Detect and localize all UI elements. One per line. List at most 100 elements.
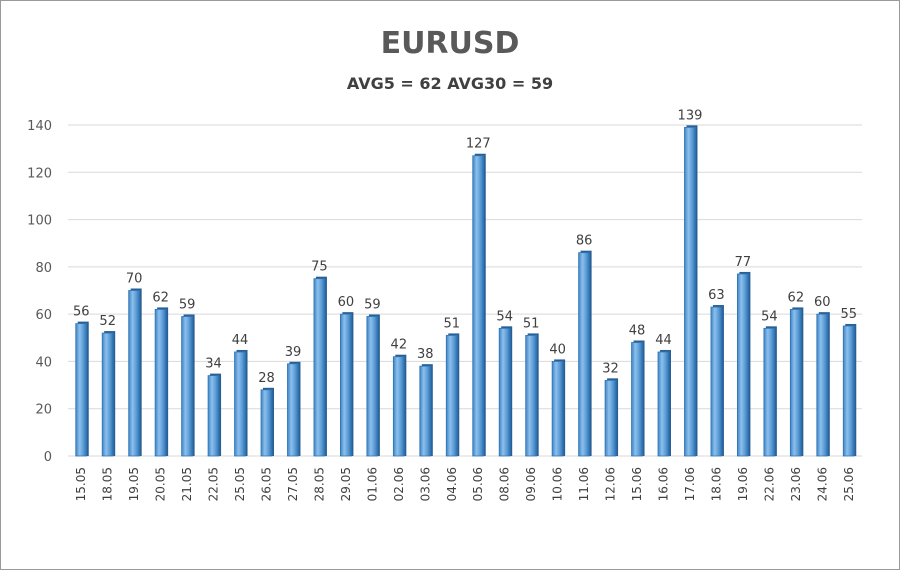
bar: [498, 327, 511, 457]
x-tick-label: 10.06: [551, 467, 565, 501]
x-tick-label: 24.06: [815, 467, 829, 501]
data-label: 127: [466, 137, 491, 152]
x-tick-label: 27.05: [286, 467, 300, 501]
x-axis-labels: 15.05 18.05 19.05 20.05 21.05 22.05 25.05 26.05…: [74, 467, 856, 501]
x-tick-label: 08.06: [498, 467, 512, 501]
bar: [472, 155, 485, 457]
bar: [710, 306, 723, 457]
y-tick-label: 0: [44, 450, 52, 465]
chart-title: EURUSD: [380, 26, 520, 61]
y-axis-ticks: 0 20 40 60 80 100 120 140: [27, 119, 52, 465]
y-tick-label: 140: [27, 119, 52, 134]
x-tick-label: 29.05: [339, 467, 353, 501]
bar: [578, 252, 590, 457]
data-label: 52: [99, 314, 116, 329]
x-tick-label: 28.05: [312, 467, 326, 501]
data-label: 60: [338, 295, 355, 310]
bar: [551, 361, 564, 457]
y-tick-label: 120: [27, 166, 52, 181]
x-tick-label: 04.06: [445, 467, 459, 501]
data-label: 56: [73, 305, 90, 320]
bar: [604, 379, 617, 457]
data-label: 54: [761, 309, 778, 324]
y-tick-label: 80: [35, 261, 52, 276]
x-tick-label: 15.05: [74, 467, 88, 501]
x-tick-label: 25.05: [233, 467, 247, 501]
bar: [128, 290, 141, 457]
x-tick-label: 12.06: [604, 467, 618, 501]
y-tick-label: 40: [35, 355, 52, 370]
x-tick-label: 19.06: [736, 467, 750, 501]
data-label: 32: [602, 361, 619, 376]
gridlines: [68, 124, 862, 457]
bars: [75, 125, 857, 457]
x-tick-label: 09.06: [524, 467, 538, 501]
bar: [392, 356, 405, 457]
data-label: 39: [285, 345, 302, 360]
y-tick-label: 20: [35, 403, 52, 418]
x-tick-label: 17.06: [683, 467, 697, 501]
data-label: 60: [814, 295, 831, 310]
x-tick-label: 02.06: [392, 467, 406, 501]
x-tick-label: 18.05: [101, 467, 115, 501]
x-tick-label: 23.06: [789, 467, 803, 501]
data-label: 44: [232, 333, 249, 348]
x-tick-label: 21.05: [180, 467, 194, 501]
bar: [366, 316, 379, 457]
data-label: 51: [443, 316, 460, 331]
bar: [154, 309, 167, 457]
data-label: 44: [655, 333, 672, 348]
x-tick-label: 19.05: [127, 467, 141, 501]
bar: [313, 278, 326, 457]
bar: [260, 389, 273, 457]
bar: [737, 273, 749, 457]
data-label: 51: [523, 316, 540, 331]
data-label: 139: [678, 108, 703, 123]
bar: [101, 332, 114, 457]
x-tick-label: 11.06: [577, 467, 591, 501]
chart-subtitle: AVG5 = 62 AVG30 = 59: [346, 74, 554, 93]
x-tick-label: 01.06: [365, 467, 379, 501]
y-tick-label: 60: [35, 308, 52, 323]
bar: [684, 126, 696, 457]
bar: [816, 313, 829, 457]
x-tick-label: 22.06: [762, 467, 776, 501]
y-tick-label: 100: [27, 214, 52, 229]
bar: [657, 351, 670, 457]
data-label: 86: [576, 234, 593, 249]
data-label: 48: [629, 324, 646, 339]
data-label: 54: [496, 309, 513, 324]
x-tick-label: 20.05: [154, 467, 168, 501]
bar: [75, 323, 88, 457]
x-tick-label: 22.05: [207, 467, 221, 501]
data-label: 62: [152, 290, 169, 305]
data-label: 70: [126, 272, 143, 287]
x-tick-label: 03.06: [418, 467, 432, 501]
bar: [287, 363, 299, 457]
bar: [631, 342, 643, 457]
data-label: 77: [735, 255, 752, 270]
bar: [419, 365, 432, 457]
data-label: 59: [179, 298, 196, 313]
bar: [339, 313, 352, 457]
data-label: 42: [391, 338, 408, 353]
data-label: 38: [417, 347, 434, 362]
bar: [445, 335, 458, 457]
data-label: 63: [708, 288, 725, 303]
data-label: 28: [258, 371, 275, 386]
x-tick-label: 16.06: [657, 467, 671, 501]
bar: [207, 375, 220, 457]
x-tick-label: 15.06: [630, 467, 644, 501]
data-label: 59: [364, 298, 381, 313]
data-label: 75: [311, 260, 328, 275]
data-labels: 56 52 70 62 59 34 44 28 39 75 60 59 42 38 51 127 54 51 40 8…: [73, 108, 857, 385]
bar: [789, 309, 802, 457]
bar: [525, 335, 538, 457]
bar: [234, 351, 246, 457]
data-label: 55: [840, 307, 857, 322]
x-tick-label: 26.05: [260, 467, 274, 501]
x-tick-label: 05.06: [471, 467, 485, 501]
x-tick-label: 18.06: [709, 467, 723, 501]
data-label: 62: [788, 290, 805, 305]
